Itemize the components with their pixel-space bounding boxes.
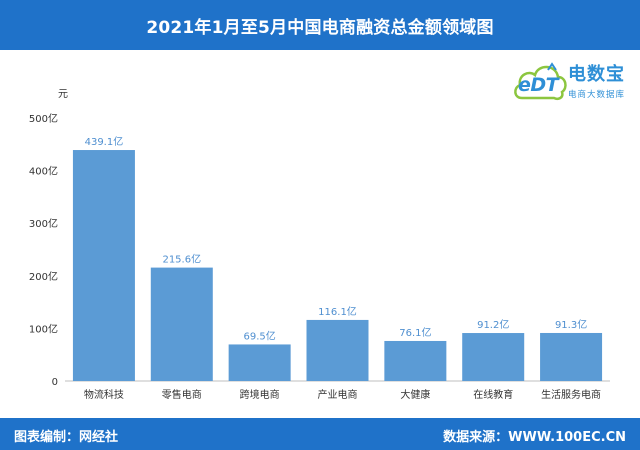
bar [72, 150, 135, 381]
y-tick-label: 0 [52, 377, 58, 388]
bar [462, 333, 525, 381]
x-tick-label: 生活服务电商 [541, 388, 601, 401]
bar [150, 267, 213, 381]
bar [540, 332, 603, 381]
data-label: 116.1亿 [318, 305, 357, 318]
brand-logo: eDT 电数宝 电商大数据库 [512, 58, 634, 108]
y-tick-label: 400亿 [29, 165, 58, 178]
cloud-icon [514, 62, 567, 100]
y-tick-label: 500亿 [29, 112, 58, 125]
x-tick-label: 零售电商 [162, 388, 202, 401]
bar-chart: 元 0 100亿 200亿 300亿 400亿 500亿 439.1亿 215.6亿 69.5… [29, 89, 610, 401]
footer-credit: 图表编制：网经社 [14, 430, 119, 445]
data-label: 69.5亿 [244, 329, 276, 342]
y-tick-label: 200亿 [29, 270, 58, 283]
data-label: 76.1亿 [399, 326, 431, 339]
y-axis-unit-label: 元 [58, 89, 68, 100]
y-tick-label: 100亿 [29, 322, 58, 335]
chart-title: 2021年1月至5月中国电商融资总金额领域图 [146, 17, 494, 38]
data-label: 91.3亿 [555, 318, 587, 331]
x-tick-label: 大健康 [400, 388, 430, 401]
data-label: 215.6亿 [162, 253, 201, 266]
bars [72, 150, 603, 381]
x-tick-label: 物流科技 [84, 388, 124, 401]
data-label: 91.2亿 [477, 318, 509, 331]
bar [306, 319, 369, 381]
data-labels: 439.1亿 215.6亿 69.5亿 116.1亿 76.1亿 91.2亿 91.3亿 [85, 135, 588, 342]
data-label: 439.1亿 [85, 135, 124, 148]
logo-subtitle: 电商大数据库 [568, 90, 626, 100]
logo-mark: eDT [518, 74, 559, 96]
bar [228, 344, 291, 381]
x-axis-labels: 物流科技 零售电商 跨境电商 产业电商 大健康 在线教育 生活服务电商 [84, 388, 601, 401]
bar [384, 340, 447, 381]
footer-source: 数据来源：WWW.100EC.CN [443, 430, 626, 445]
x-tick-label: 产业电商 [318, 388, 358, 401]
x-tick-label: 在线教育 [473, 388, 513, 401]
y-tick-label: 300亿 [29, 217, 58, 230]
y-axis-ticks: 0 100亿 200亿 300亿 400亿 500亿 [29, 112, 58, 388]
footer-bar: 图表编制：网经社 数据来源：WWW.100EC.CN [0, 418, 640, 450]
x-tick-label: 跨境电商 [240, 388, 280, 401]
logo-brand: 电数宝 [568, 64, 625, 85]
title-banner: 2021年1月至5月中国电商融资总金额领域图 [0, 0, 640, 50]
